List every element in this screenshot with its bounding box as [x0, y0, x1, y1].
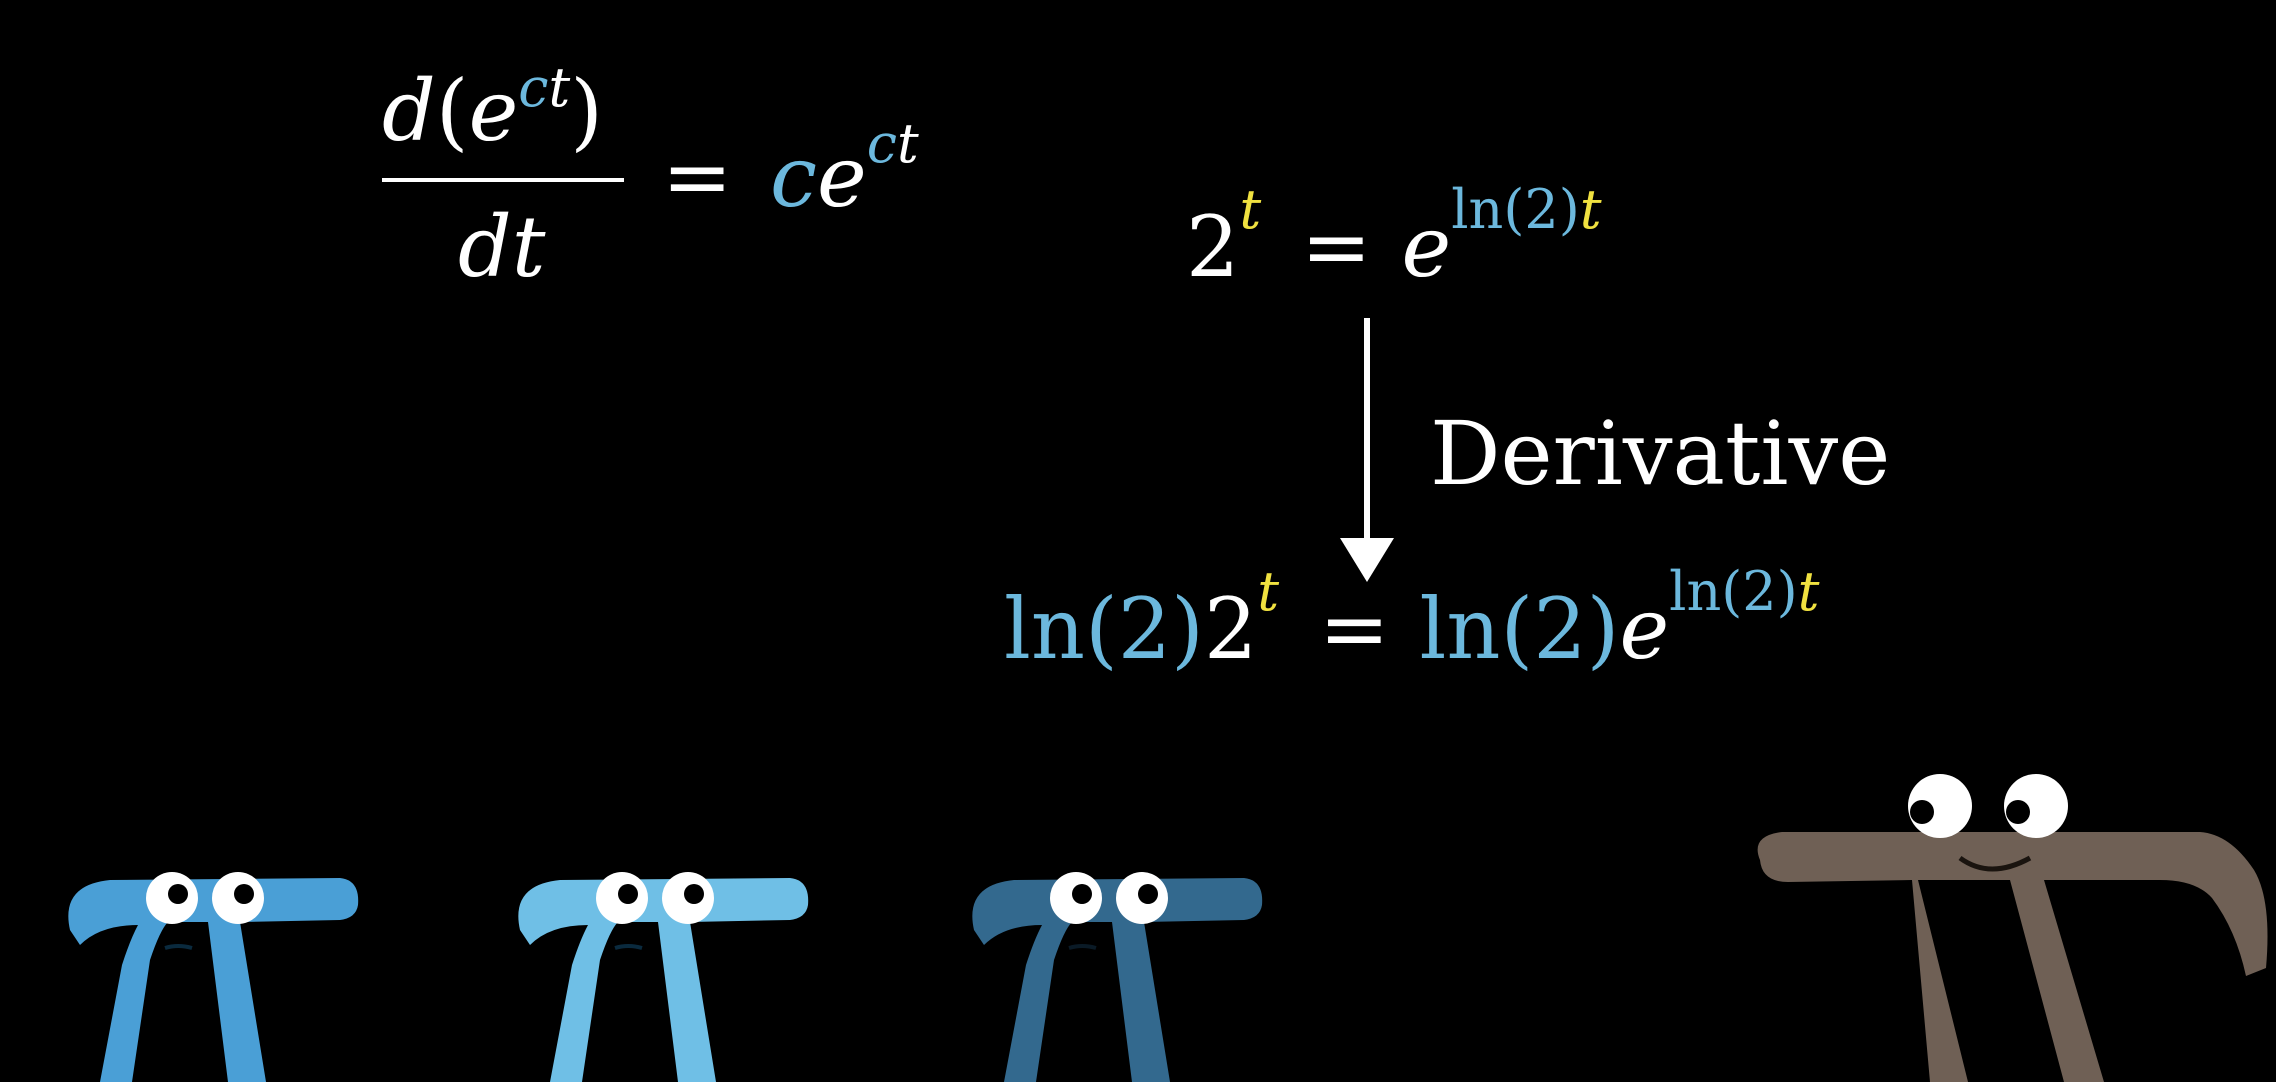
formula2-exp-t2: t [1580, 178, 1602, 241]
formula2-exp-t: t [1239, 178, 1261, 241]
formula3-ln-left: ln(2) [1004, 580, 1204, 678]
formula3-equals: = [1319, 580, 1389, 678]
pi-body-icon [68, 878, 359, 1082]
pi-smile-icon [1958, 855, 2032, 872]
pi-right-pupil [684, 884, 704, 904]
formula3-ln-right: ln(2) [1420, 580, 1620, 678]
pi-body-icon [972, 878, 1263, 1082]
pi-left-pupil [618, 884, 638, 904]
svg-text:ln(2)2t=ln(2)eln(2)t: ln(2)2t = ln(2)eln(2)t [1004, 560, 1820, 678]
rhs-exp-c: c [867, 112, 897, 175]
formula-two-to-the-t: 2t = eln(2)t [1186, 178, 1602, 296]
rhs-c: c [770, 128, 817, 226]
pi-right-pupil [2006, 800, 2030, 824]
formula3-exp-ln: ln(2) [1669, 560, 1798, 623]
pi-mouth-icon [1068, 944, 1097, 950]
svg-text:cect: cect [770, 112, 919, 226]
svg-text:d(ect): d(ect) [382, 56, 603, 160]
pi-creature-blue-1 [68, 872, 359, 1082]
pi-right-pupil [1138, 884, 1158, 904]
pi-left-pupil [168, 884, 188, 904]
numerator-d: d [382, 62, 436, 160]
rhs-e: e [817, 128, 867, 226]
pi-creature-blue-2 [518, 872, 809, 1082]
pi-body-icon [518, 878, 809, 1082]
fraction-bar [382, 178, 624, 182]
numerator-e: e [469, 62, 519, 160]
pi-right-pupil [234, 884, 254, 904]
formula2-exp-ln: ln(2) [1451, 178, 1580, 241]
pi-left-pupil [1910, 800, 1934, 824]
arrow-shaft [1364, 318, 1370, 544]
formula-derivative-result: ln(2)2t = ln(2)eln(2)t [1004, 560, 1820, 678]
numerator-close-paren: ) [570, 62, 603, 160]
numerator-open-paren: ( [436, 62, 469, 160]
formula-derivative-of-exponential: d(ect) dt = cect [382, 56, 919, 296]
formula1-equals: = [662, 128, 732, 226]
pi-mouth-icon [614, 944, 643, 950]
pi-left-pupil [1072, 884, 1092, 904]
denominator: dt [458, 198, 546, 296]
formula3-exp-t: t [1257, 560, 1279, 623]
formula2-e: e [1402, 198, 1452, 296]
formula2-base: 2 [1186, 198, 1239, 296]
pi-mouth-icon [164, 944, 193, 950]
formula3-exp-t2: t [1798, 560, 1820, 623]
pi-body-icon [1757, 832, 2268, 1082]
numerator-exp-c: c [518, 56, 548, 119]
formula3-e: e [1619, 580, 1669, 678]
arrow-head [1340, 538, 1394, 582]
formula2-equals: = [1301, 198, 1371, 296]
rhs-exp-t: t [897, 112, 919, 175]
pi-creature-blue-3 [972, 872, 1263, 1082]
pi-creature-brown [1757, 774, 2268, 1082]
arrow-label: Derivative [1430, 402, 1890, 505]
formula3-base: 2 [1204, 580, 1257, 678]
svg-text:2t=eln(2)t: 2t = eln(2)t [1186, 178, 1602, 296]
derivative-arrow: Derivative [1340, 318, 1890, 582]
numerator-exp-t: t [549, 56, 571, 119]
